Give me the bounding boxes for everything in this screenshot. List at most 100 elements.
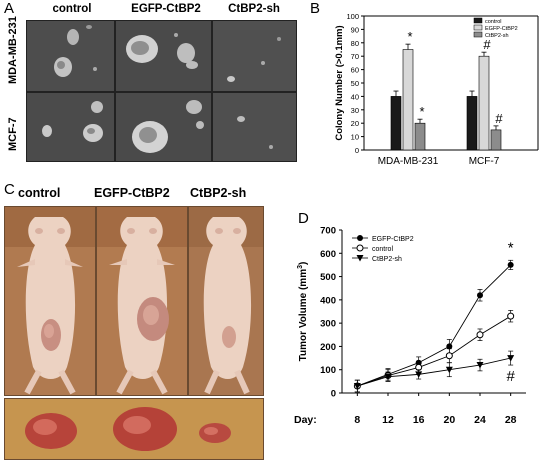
y-tick-label: 400 [320,295,336,306]
y-tick-label: 100 [346,12,359,21]
data-point [477,292,483,299]
x-tick-label: 16 [413,414,425,426]
legend-swatch [473,24,483,31]
y-tick-label: 10 [351,133,359,142]
y-tick-label: 600 [320,249,336,260]
colony-image [27,93,114,161]
micrograph-mcf-control [26,92,115,162]
bar [478,55,490,151]
x-category-label: MCF-7 [469,156,500,167]
legend-label: EGFP-CtBP2 [372,236,414,243]
data-point [476,331,484,339]
x-category-label: MDA-MB-231 [378,156,439,167]
tumor-image [5,399,263,459]
x-tick-label: 8 [354,414,360,426]
data-point [445,352,453,360]
colony-image [213,93,296,161]
y-tick-label: 700 [320,226,336,237]
panel-a-header-control: control [52,3,92,15]
data-point [356,244,364,252]
significance-mark: * [508,239,514,256]
x-tick-label: 28 [505,414,517,426]
bar [490,129,502,151]
panel-a-header-egfp: EGFP-CtBP2 [131,3,201,15]
bar [414,122,426,151]
panel-b-letter: B [310,0,321,17]
mouse-photo-sh [188,206,264,396]
bar [390,96,402,151]
colony-image [116,93,211,161]
data-point [507,261,514,268]
y-tick-label: 90 [351,25,359,34]
mouse-photo-egfp [96,206,188,396]
x-axis-prefix: Day: [294,414,317,426]
significance-mark: * [407,29,412,44]
data-point [445,366,453,374]
colony-image [27,21,114,91]
bar [466,96,478,151]
data-point [353,383,361,390]
x-tick-label: 20 [443,414,455,426]
legend-label: control [372,246,393,253]
y-tick-label: 60 [351,66,359,75]
significance-mark: # [483,37,491,52]
y-tick-label: 20 [351,119,359,128]
y-tick-label: 70 [351,52,359,61]
data-point [476,362,484,369]
y-tick-label: 0 [355,146,359,155]
y-tick-label: 40 [351,92,359,101]
panel-a-row-label-mda: MDA-MB-231 [7,16,19,84]
panel-c-header-control: control [18,186,61,200]
data-point [507,355,515,362]
panel-d-letter: D [298,210,309,227]
y-tick-label: 100 [320,365,336,376]
data-point [357,235,363,241]
y-axis-label: Colony Number (>0.1mm) [334,25,345,140]
data-point [507,312,515,320]
x-tick-label: 24 [474,414,486,426]
panel-a-row-label-mcf: MCF-7 [7,117,19,151]
micrograph-mcf-sh [212,92,297,162]
panel-c-header-sh: CtBP2-sh [190,186,247,200]
micrograph-mda-control [26,20,115,92]
mouse-image [97,207,187,395]
legend-label: control [485,19,502,25]
legend-swatch [473,17,483,24]
mouse-photo-control [4,206,96,396]
legend-label: CtBP2-sh [485,33,509,39]
legend-swatch [473,31,483,38]
y-tick-label: 30 [351,106,359,115]
y-tick-label: 500 [320,272,336,283]
micrograph-mcf-egfp [115,92,212,162]
colony-image [213,21,296,91]
series-line [357,315,511,387]
bar [402,49,414,151]
excised-tumors-photo [4,398,264,460]
x-tick-label: 12 [382,414,394,426]
y-tick-label: 300 [320,319,336,330]
panel-c-letter: C [4,181,15,198]
mouse-image [189,207,263,395]
y-axis-label: Tumor Volume (mm3) [297,262,309,362]
panel-a-letter: A [4,0,15,17]
y-tick-label: 200 [320,342,336,353]
significance-mark: # [495,111,503,126]
legend-label: EGFP-CtBP2 [485,26,518,32]
mouse-image [5,207,95,395]
legend-label: CtBP2-sh [372,256,402,263]
panel-a-header-sh: CtBP2-sh [228,3,280,15]
significance-mark: * [419,104,424,119]
series-line [357,357,511,387]
y-tick-label: 80 [351,39,359,48]
micrograph-mda-egfp [115,20,212,92]
micrograph-mda-sh [212,20,297,92]
tumor-volume-line-chart: 0 100 200 300 400 500 600 700 8 12 16 20 24 28 Day: Tum… [294,226,526,426]
data-point [446,343,453,350]
significance-mark: # [506,368,515,385]
panel-c-header-egfp: EGFP-CtBP2 [94,186,170,200]
series-line [357,264,511,387]
colony-image [116,21,211,91]
data-point [356,255,364,262]
data-point [384,373,392,381]
